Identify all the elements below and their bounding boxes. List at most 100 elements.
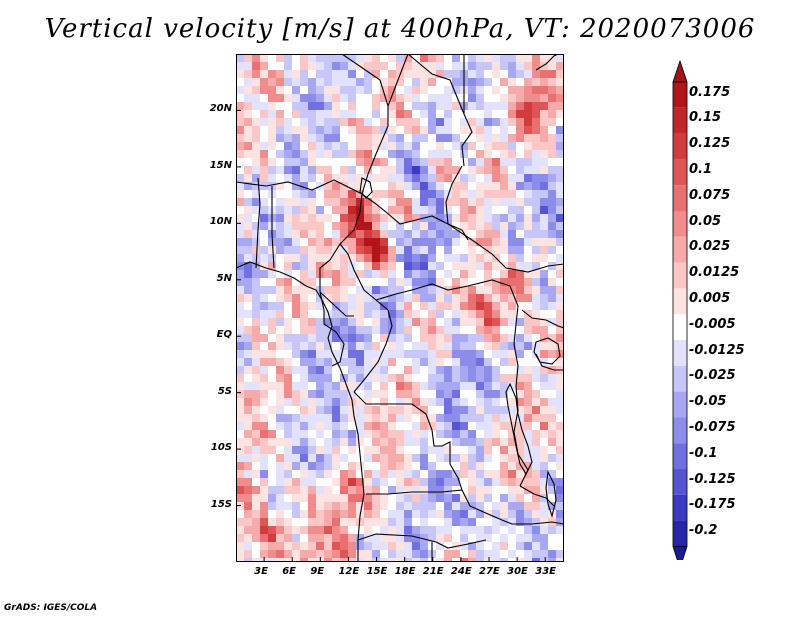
field-cell <box>244 182 253 191</box>
field-cell <box>412 486 421 495</box>
field-cell <box>348 118 357 127</box>
field-cell <box>316 390 325 399</box>
field-cell <box>300 214 309 223</box>
field-cell <box>468 238 477 247</box>
field-cell <box>260 134 269 143</box>
field-cell <box>452 78 461 87</box>
field-cell <box>404 366 413 375</box>
colorbar-level-label: -0.1 <box>689 445 718 461</box>
field-cell <box>380 422 389 431</box>
field-cell <box>244 302 253 311</box>
field-cell <box>468 390 477 399</box>
field-cell <box>468 374 477 383</box>
field-cell <box>476 318 485 327</box>
field-cell <box>404 326 413 335</box>
field-cell <box>460 326 469 335</box>
field-cell <box>532 358 541 367</box>
field-cell <box>348 526 357 535</box>
field-cell <box>420 478 429 487</box>
field-cell <box>476 478 485 487</box>
field-cell <box>324 102 333 111</box>
colorbar-segment <box>673 417 687 444</box>
field-cell <box>420 230 429 239</box>
field-cell <box>412 430 421 439</box>
field-cell <box>404 374 413 383</box>
field-cell <box>260 102 269 111</box>
field-cell <box>348 190 357 199</box>
field-cell <box>532 542 541 551</box>
field-cell <box>300 334 309 343</box>
field-cell <box>516 502 525 511</box>
field-cell <box>540 414 549 423</box>
field-cell <box>364 126 373 135</box>
field-cell <box>476 342 485 351</box>
field-cell <box>484 326 493 335</box>
field-cell <box>316 158 325 167</box>
field-cell <box>340 318 349 327</box>
field-cell <box>436 166 445 175</box>
field-cell <box>276 446 285 455</box>
field-cell <box>500 406 509 415</box>
field-cell <box>508 134 517 143</box>
field-cell <box>244 94 253 103</box>
field-cell <box>300 294 309 303</box>
field-cell <box>252 366 261 375</box>
field-cell <box>284 310 293 319</box>
field-cell <box>236 454 245 463</box>
field-cell <box>556 174 564 183</box>
field-cell <box>348 110 357 119</box>
field-cell <box>348 510 357 519</box>
field-cell <box>260 358 269 367</box>
field-cell <box>292 414 301 423</box>
field-cell <box>348 422 357 431</box>
field-cell <box>556 270 564 279</box>
field-cell <box>292 550 301 559</box>
field-cell <box>500 110 509 119</box>
field-cell <box>428 286 437 295</box>
colorbar-level-label: -0.075 <box>689 420 736 435</box>
field-cell <box>404 390 413 399</box>
field-cell <box>412 262 421 271</box>
field-cell <box>444 446 453 455</box>
field-cell <box>532 70 541 79</box>
field-cell <box>508 142 517 151</box>
field-cell <box>372 446 381 455</box>
field-cell <box>388 406 397 415</box>
field-cell <box>412 190 421 199</box>
field-cell <box>484 198 493 207</box>
field-cell <box>468 174 477 183</box>
field-cell <box>340 558 349 562</box>
field-cell <box>548 414 557 423</box>
field-cell <box>396 422 405 431</box>
field-cell <box>404 158 413 167</box>
field-cell <box>252 382 261 391</box>
field-cell <box>444 518 453 527</box>
field-cell <box>556 438 564 447</box>
field-cell <box>436 374 445 383</box>
field-cell <box>244 158 253 167</box>
lon-tick-label: 27E <box>479 566 500 577</box>
field-cell <box>420 310 429 319</box>
field-cell <box>252 398 261 407</box>
field-cell <box>252 422 261 431</box>
field-cell <box>340 334 349 343</box>
field-cell <box>500 142 509 151</box>
field-cell <box>276 422 285 431</box>
field-cell <box>260 342 269 351</box>
field-cell <box>468 422 477 431</box>
field-cell <box>412 374 421 383</box>
field-cell <box>236 374 245 383</box>
field-cell <box>548 150 557 159</box>
field-cell <box>452 366 461 375</box>
field-cell <box>284 142 293 151</box>
field-cell <box>364 526 373 535</box>
field-cell <box>524 174 533 183</box>
field-cell <box>444 502 453 511</box>
field-cell <box>316 542 325 551</box>
field-cell <box>516 262 525 271</box>
field-cell <box>372 166 381 175</box>
field-cell <box>556 550 564 559</box>
field-cell <box>428 182 437 191</box>
field-cell <box>412 310 421 319</box>
field-cell <box>372 78 381 87</box>
